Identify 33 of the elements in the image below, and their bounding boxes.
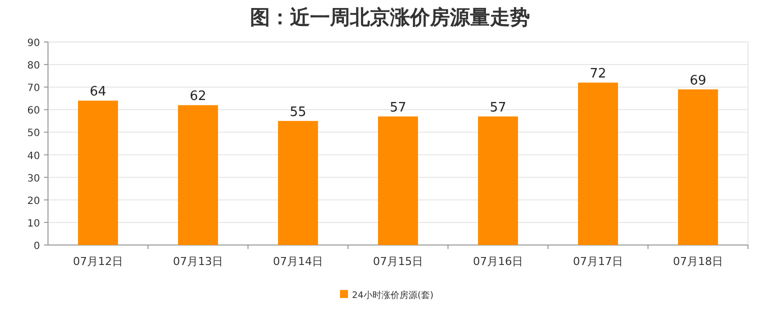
x-tick-label: 07月14日 [273, 255, 323, 268]
bar [378, 116, 418, 245]
x-tick-label: 07月13日 [173, 255, 223, 268]
data-label: 64 [90, 84, 106, 100]
y-tick-label: 40 [27, 150, 40, 162]
data-label: 69 [690, 73, 706, 88]
data-label: 62 [190, 89, 206, 104]
y-tick-label: 20 [27, 196, 40, 207]
x-tick-label: 07月12日 [73, 255, 123, 268]
bar [178, 105, 218, 245]
x-tick-label: 07月16日 [473, 255, 523, 268]
data-label: 55 [290, 104, 306, 120]
data-label: 72 [590, 66, 606, 82]
y-tick-label: 80 [27, 60, 40, 72]
y-tick-label: 60 [27, 106, 40, 117]
data-label: 57 [490, 100, 506, 116]
bar [678, 89, 718, 245]
x-tick-label: 07月15日 [373, 255, 423, 268]
y-tick-label: 70 [27, 83, 40, 94]
y-tick-label: 90 [27, 38, 40, 49]
data-label: 57 [390, 100, 406, 116]
bar [478, 116, 518, 245]
y-tick-label: 10 [27, 218, 40, 230]
bar [78, 100, 118, 245]
y-tick-label: 30 [27, 173, 40, 184]
y-tick-label: 50 [27, 128, 40, 140]
x-tick-label: 07月18日 [673, 255, 723, 268]
bar [578, 82, 618, 245]
y-tick-label: 0 [34, 241, 40, 252]
legend-label: 24小时涨价房源(套) [352, 290, 434, 301]
bar [278, 120, 318, 245]
chart-title: 图：近一周北京涨价房源量走势 [250, 5, 530, 29]
x-tick-label: 07月17日 [573, 255, 623, 268]
